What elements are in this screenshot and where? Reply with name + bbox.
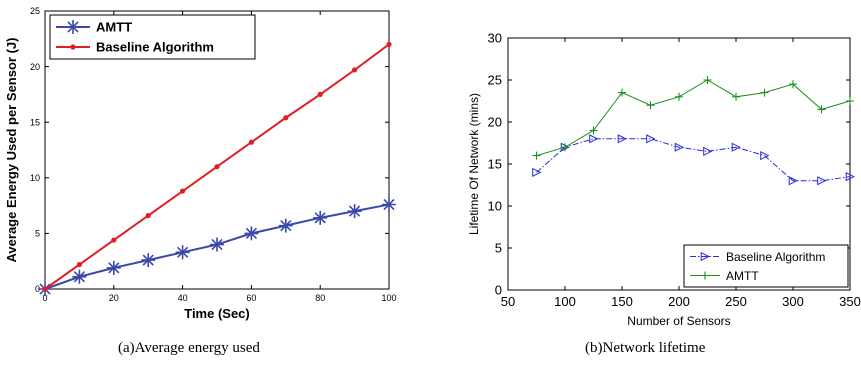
chart1-series-1 — [42, 41, 392, 292]
chart2-series-line — [536, 79, 851, 157]
chart1-data-point — [180, 188, 186, 194]
chart2-data-point — [703, 146, 713, 157]
caption-b: (b)Network lifetime — [585, 340, 706, 356]
chart2-ytick-label: 15 — [488, 157, 502, 172]
chart1-data-point — [141, 253, 156, 268]
chart2-data-point — [760, 150, 770, 161]
chart2-data-point — [845, 171, 855, 182]
chart1-legend-label: AMTT — [96, 20, 132, 35]
lifetime-chart: 50 100 150 200 250 300 350 0 5 10 15 20 25 30 Number o… — [467, 31, 861, 328]
chart1-ytick-label: 5 — [35, 229, 40, 239]
chart1-data-point — [175, 245, 190, 260]
chart1-x-axis-label: Time (Sec) — [184, 306, 250, 321]
chart2-ytick-label: 5 — [495, 241, 502, 256]
chart1-data-point — [317, 91, 323, 97]
chart1-data-point — [248, 139, 254, 145]
chart2-ytick-label: 30 — [488, 31, 502, 46]
chart2-xtick-label: 300 — [782, 294, 804, 309]
chart2-xtick-label: 250 — [725, 294, 747, 309]
chart1-xtick-label: 100 — [381, 293, 396, 303]
chart2-data-point — [732, 92, 740, 101]
chart2-data-point — [817, 176, 827, 186]
chart2-data-point — [589, 134, 599, 144]
chart2-data-point — [675, 92, 683, 101]
chart1-y-axis-label: Average Energy Used per Sensor (J) — [4, 38, 19, 263]
chart1-data-point — [347, 204, 362, 219]
chart2-y-axis-label: Lifetime Of Network (mins) — [467, 93, 481, 235]
chart2-ytick-label: 20 — [488, 115, 502, 130]
chart1-xtick-label: 60 — [246, 293, 256, 303]
chart2-data-point — [561, 143, 569, 152]
chart1-data-point — [76, 261, 82, 268]
chart2-xtick-label: 200 — [668, 294, 690, 309]
chart1-xtick-label: 0 — [42, 293, 47, 303]
chart2-legend — [683, 244, 849, 288]
chart2-xtick-label: 350 — [839, 294, 861, 309]
chart1-legend-marker — [66, 20, 80, 34]
chart2-data-point — [731, 142, 741, 152]
chart2-legend-marker — [700, 251, 710, 262]
chart1-data-point — [106, 260, 121, 275]
chart2-xtick-label: 50 — [501, 294, 515, 309]
chart1-ytick-label: 10 — [30, 173, 40, 183]
chart2-xtick-label: 150 — [611, 294, 633, 309]
chart1-ytick-label: 20 — [30, 62, 40, 72]
chart2-series-1 — [532, 76, 854, 160]
chart2-data-point — [589, 126, 598, 135]
chart1-ytick-label: 0 — [35, 284, 40, 294]
chart1-data-point — [386, 41, 392, 47]
chart1-data-point — [283, 115, 289, 121]
chart2-data-point — [817, 105, 826, 114]
chart2-data-point — [846, 97, 854, 105]
chart2-data-point — [760, 88, 769, 97]
chart1-data-point — [313, 210, 328, 225]
chart2-ytick-label: 25 — [488, 73, 502, 88]
chart2-data-point — [646, 101, 655, 110]
chart1-data-point — [244, 226, 259, 241]
chart1-ytick-label: 15 — [30, 117, 40, 127]
chart2-data-point — [788, 176, 798, 186]
chart2-legend-label: AMTT — [726, 269, 759, 283]
chart1-xtick-label: 80 — [315, 293, 325, 303]
chart1-legend — [49, 14, 256, 60]
chart2-data-point — [674, 142, 684, 152]
chart1-ytick-label: 25 — [30, 6, 40, 16]
chart1-data-point — [72, 269, 87, 284]
chart2-data-point — [532, 167, 542, 178]
chart2-data-point — [532, 151, 541, 160]
chart2-ytick-label: 0 — [495, 283, 502, 298]
caption-a: (a)Average energy used — [118, 340, 260, 356]
chart2-data-point — [646, 134, 656, 144]
chart1-data-point — [111, 237, 117, 243]
chart1-data-point — [278, 218, 293, 233]
chart2-data-point — [703, 76, 712, 84]
chart2-legend-label: Baseline Algorithm — [726, 250, 825, 264]
chart1-data-point — [145, 213, 151, 219]
chart1-data-point — [210, 237, 224, 252]
energy-chart: 0 20 40 60 80 100 0 5 10 15 20 25 Time (Sec) Average … — [4, 6, 397, 321]
chart2-ytick-label: 10 — [488, 199, 502, 214]
chart1-xtick-label: 40 — [178, 293, 188, 303]
chart1-data-point — [42, 286, 48, 292]
chart1-data-point — [382, 197, 396, 212]
chart1-xtick-label: 20 — [109, 293, 119, 303]
chart2-legend-marker — [701, 271, 709, 280]
chart1-legend-label: Baseline Algorithm — [96, 40, 214, 55]
chart2-xtick-label: 100 — [554, 294, 576, 309]
chart2-data-point — [789, 80, 797, 89]
chart2-x-axis-label: Number of Sensors — [627, 314, 730, 328]
chart2-data-point — [617, 134, 627, 144]
chart1-data-point — [214, 164, 220, 170]
chart1-legend-marker — [70, 44, 76, 50]
chart1-data-point — [352, 67, 358, 73]
chart2-data-point — [618, 88, 626, 97]
